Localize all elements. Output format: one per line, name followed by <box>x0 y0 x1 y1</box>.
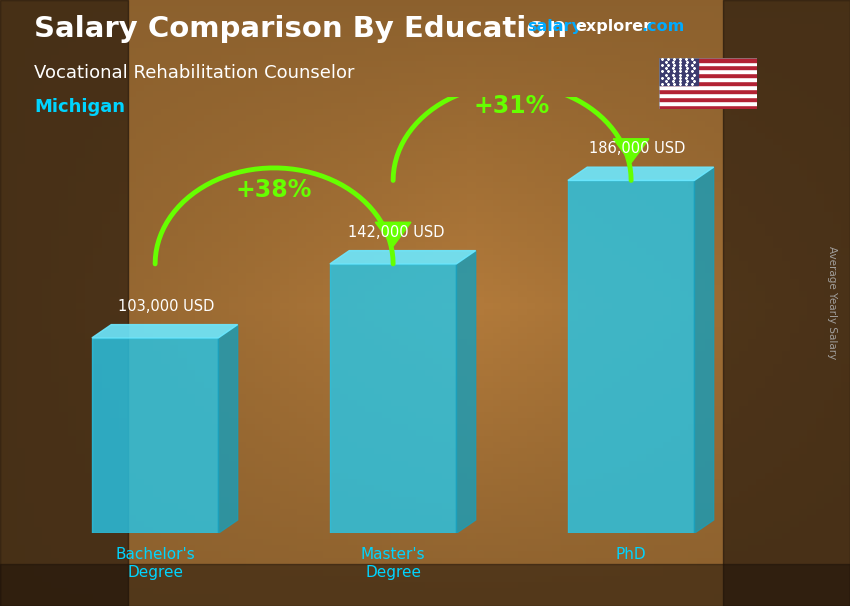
Polygon shape <box>375 222 411 246</box>
Bar <box>659 58 756 62</box>
Text: 103,000 USD: 103,000 USD <box>118 299 214 314</box>
Bar <box>659 85 756 89</box>
Text: 142,000 USD: 142,000 USD <box>348 225 445 240</box>
Bar <box>659 73 756 78</box>
Text: .com: .com <box>641 19 684 35</box>
Text: Average Yearly Salary: Average Yearly Salary <box>827 247 837 359</box>
Bar <box>568 181 694 533</box>
Polygon shape <box>694 167 714 533</box>
Text: 186,000 USD: 186,000 USD <box>589 141 686 156</box>
Text: Michigan: Michigan <box>34 98 125 116</box>
Bar <box>92 338 218 533</box>
Bar <box>659 62 756 65</box>
Bar <box>659 89 756 93</box>
Bar <box>659 78 756 81</box>
Polygon shape <box>456 251 476 533</box>
Text: explorer: explorer <box>575 19 652 35</box>
Bar <box>330 264 456 533</box>
Polygon shape <box>330 251 476 264</box>
Text: Salary Comparison By Education: Salary Comparison By Education <box>34 15 567 43</box>
Polygon shape <box>568 167 714 181</box>
Bar <box>659 65 756 70</box>
Bar <box>659 93 756 97</box>
Bar <box>659 97 756 101</box>
Polygon shape <box>218 325 238 533</box>
Polygon shape <box>613 139 649 163</box>
Polygon shape <box>92 325 238 338</box>
Text: +31%: +31% <box>474 95 550 118</box>
Text: salary: salary <box>527 19 582 35</box>
Bar <box>659 105 756 109</box>
Bar <box>659 101 756 105</box>
Bar <box>659 70 756 73</box>
Bar <box>659 81 756 85</box>
Bar <box>659 58 698 85</box>
Text: Vocational Rehabilitation Counselor: Vocational Rehabilitation Counselor <box>34 64 354 82</box>
Text: +38%: +38% <box>236 178 312 202</box>
